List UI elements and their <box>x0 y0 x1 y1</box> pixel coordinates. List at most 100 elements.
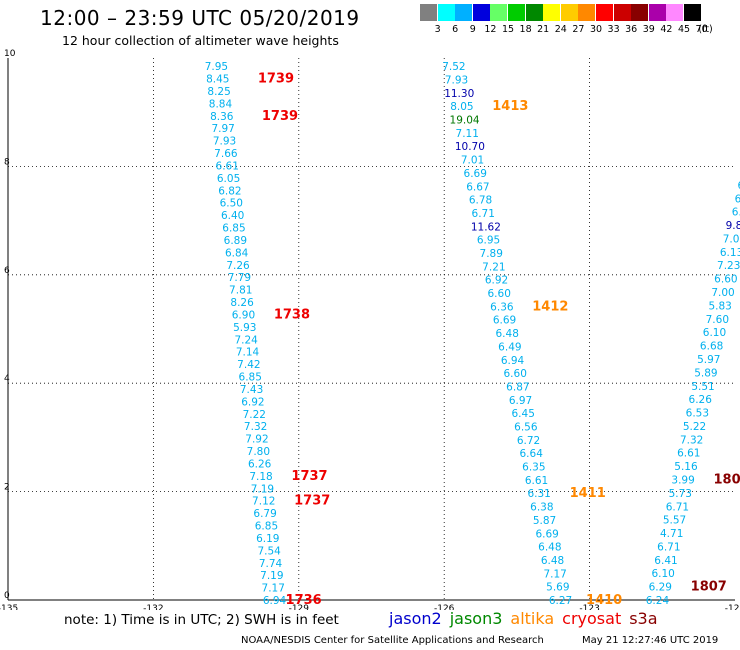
wave-height-value: 6.69 <box>464 168 487 180</box>
wave-height-value: 6.31 <box>527 488 550 500</box>
wave-height-value: 6.41 <box>654 555 677 567</box>
wave-height-value: 5.69 <box>546 582 569 594</box>
wave-height-value: 6.10 <box>703 327 726 339</box>
wave-height-value: 6.85 <box>222 223 245 235</box>
wave-height-value: 10.70 <box>455 141 485 153</box>
wave-height-value: 5.87 <box>533 515 556 527</box>
legend-swatch <box>578 4 596 21</box>
pass-time-label: 1736 <box>286 593 322 608</box>
wave-height-value: 8.26 <box>230 297 254 309</box>
wave-height-value: 7.12 <box>252 496 275 508</box>
y-tick-label: 2 <box>4 483 10 493</box>
wave-height-value: 6.13 <box>720 247 740 259</box>
satellite-name: jason2 <box>389 609 442 628</box>
legend-swatch <box>455 4 473 21</box>
wave-height-value: 6.19 <box>256 533 279 545</box>
wave-height-value: 6.36 <box>490 301 514 313</box>
wave-height-value: 7.32 <box>680 434 703 446</box>
legend-swatch <box>437 4 455 21</box>
legend-swatch <box>490 4 508 21</box>
pass-time-label: 1739 <box>262 109 298 124</box>
wave-height-value: 7.18 <box>249 471 272 483</box>
satellite-name: s3a <box>629 609 658 628</box>
satellite-name: cryosat <box>562 609 622 628</box>
wave-height-value: 6.24 <box>646 595 670 607</box>
wave-height-value: 6.48 <box>541 555 564 567</box>
y-tick-label: 0 <box>4 591 10 601</box>
wave-height-value: 6.61 <box>677 448 700 460</box>
legend-label: 42 <box>660 24 673 35</box>
wave-height-value: 6.72 <box>517 435 540 447</box>
wave-height-value: 6.78 <box>469 195 492 207</box>
wave-height-value: 7.42 <box>237 359 260 371</box>
wave-height-value: 5.73 <box>669 488 692 500</box>
footer-note: note: 1) Time is in UTC; 2) SWH is in fe… <box>64 612 339 628</box>
legend-label: 27 <box>572 24 585 35</box>
wave-height-value: 6.71 <box>666 501 689 513</box>
wave-height-value: 6.10 <box>651 568 674 580</box>
wave-height-value: 7.21 <box>482 261 505 273</box>
x-tick-label: -135 <box>0 604 18 610</box>
wave-height-value: 7.80 <box>247 446 270 458</box>
wave-height-value: 6.45 <box>512 408 535 420</box>
wave-height-value: 6.40 <box>221 210 244 222</box>
wave-height-value: 5.57 <box>663 515 686 527</box>
wave-height-value: 6.9 <box>732 207 740 219</box>
wave-height-value: 6.26 <box>689 394 713 406</box>
wave-height-value: 6.90 <box>232 309 255 321</box>
legend-swatch <box>684 4 701 21</box>
y-tick-label: 6 <box>4 266 10 276</box>
legend-label: 30 <box>589 24 603 35</box>
x-tick-label: -129 <box>289 604 310 610</box>
wave-height-value: 7.93 <box>213 136 236 148</box>
legend-swatch <box>420 4 437 21</box>
x-tick-label: -126 <box>434 604 455 610</box>
pass-time-label: 1410 <box>586 593 622 608</box>
wave-height-value: 7.14 <box>236 347 260 359</box>
wave-height-value: 6.95 <box>477 235 500 247</box>
y-tick-label: 4 <box>4 374 10 384</box>
pass-time-label: 1806 <box>713 472 740 487</box>
wave-height-value: 6.79 <box>253 508 276 520</box>
wave-height-value: 6.94 <box>263 595 287 607</box>
wave-height-value: 7.00 <box>711 287 734 299</box>
wave-height-value: 6.48 <box>538 542 561 554</box>
wave-height-value: 6.38 <box>530 502 553 514</box>
legend-swatch <box>648 4 666 21</box>
footer-credit: NOAA/NESDIS Center for Satellite Applica… <box>241 635 544 646</box>
legend-label: 70 <box>695 24 708 35</box>
y-tick-label: 8 <box>4 157 10 167</box>
legend-swatch <box>560 4 578 21</box>
wave-height-value: 19.04 <box>450 115 480 127</box>
wave-height-value: 6.27 <box>549 595 572 607</box>
wave-height-value: 7.52 <box>442 61 465 73</box>
legend-label: 15 <box>501 24 515 35</box>
wave-height-value: 7.24 <box>234 334 258 346</box>
page-subtitle: 12 hour collection of altimeter wave hei… <box>62 33 339 48</box>
wave-height-value: 7.01 <box>461 155 484 167</box>
legend-swatch <box>543 4 561 21</box>
wave-height-value: 6.9 <box>735 193 740 205</box>
wave-height-value: 8.36 <box>210 111 234 123</box>
wave-height-value: 11.62 <box>471 221 501 233</box>
wave-height-value: 7.09 <box>723 233 740 245</box>
wave-height-value: 9.83 <box>726 220 740 232</box>
satellite-name: altika <box>510 609 555 628</box>
legend-swatch <box>666 4 684 21</box>
wave-height-value: 7.97 <box>211 123 234 135</box>
pass-time-label: 1737 <box>294 494 330 509</box>
wave-height-value: 8.84 <box>209 98 233 110</box>
legend-label: 12 <box>484 24 497 35</box>
wave-height-value: 5.93 <box>233 322 256 334</box>
legend-swatch <box>631 4 649 21</box>
x-tick-label: -123 <box>579 604 599 610</box>
wave-height-value: 6.61 <box>216 160 239 172</box>
wave-height-value: 7.23 <box>717 260 740 272</box>
wave-height-value: 7.81 <box>229 285 252 297</box>
wave-height-value: 6.26 <box>248 458 272 470</box>
legend-swatch <box>472 4 490 21</box>
wave-height-value: 7.19 <box>251 483 274 495</box>
x-tick-label: -120 <box>725 604 740 610</box>
legend-label: 9 <box>469 24 476 35</box>
wave-height-value: 6.60 <box>504 368 527 380</box>
